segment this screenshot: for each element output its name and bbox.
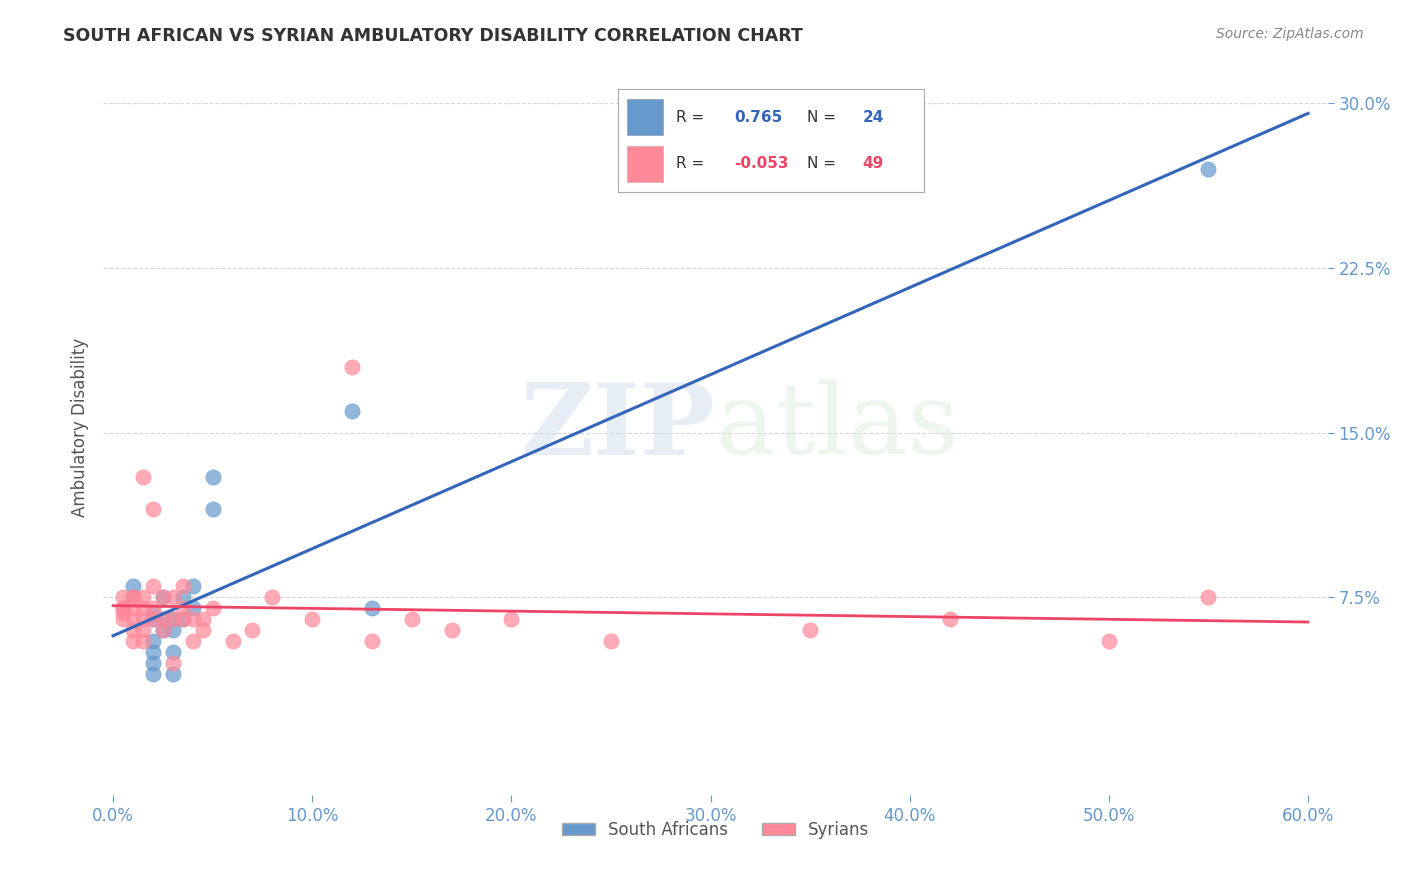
Point (112, 601, 135, 615)
Point (340, 359, 363, 374)
Point (1098, 634, 1121, 648)
Point (201, 469, 224, 483)
Point (162, 623, 184, 637)
Text: atlas: atlas (716, 379, 959, 475)
Point (142, 612, 165, 626)
Point (142, 667, 165, 681)
Point (301, 612, 323, 626)
Point (132, 634, 155, 648)
Point (122, 634, 145, 648)
Point (181, 612, 204, 626)
Point (162, 656, 184, 670)
Point (440, 623, 463, 637)
Point (142, 656, 165, 670)
Point (938, 612, 960, 626)
Point (152, 612, 174, 626)
Point (162, 591, 184, 605)
Y-axis label: Ambulatory Disability: Ambulatory Disability (72, 337, 89, 516)
Point (172, 601, 194, 615)
Legend: South Africans, Syrians: South Africans, Syrians (555, 814, 876, 846)
Point (122, 579, 145, 593)
Point (152, 591, 174, 605)
Point (191, 612, 214, 626)
Point (112, 612, 135, 626)
Point (600, 634, 623, 648)
Point (112, 601, 135, 615)
Point (152, 623, 174, 637)
Point (172, 612, 194, 626)
Point (172, 579, 194, 593)
Point (152, 591, 174, 605)
Point (401, 612, 423, 626)
Point (361, 634, 384, 648)
Point (162, 612, 184, 626)
Point (162, 645, 184, 659)
Point (142, 579, 165, 593)
Point (181, 634, 204, 648)
Point (262, 591, 284, 605)
Point (172, 591, 194, 605)
Point (132, 601, 155, 615)
Point (162, 667, 184, 681)
Text: SOUTH AFRICAN VS SYRIAN AMBULATORY DISABILITY CORRELATION CHART: SOUTH AFRICAN VS SYRIAN AMBULATORY DISAB… (63, 27, 803, 45)
Point (181, 579, 204, 593)
Point (501, 612, 523, 626)
Point (361, 601, 384, 615)
Point (122, 591, 145, 605)
Point (1198, 591, 1220, 605)
Point (221, 634, 243, 648)
Point (201, 502, 224, 516)
Point (142, 601, 165, 615)
Point (181, 601, 204, 615)
Point (191, 623, 214, 637)
Point (162, 612, 184, 626)
Point (132, 612, 155, 626)
Point (152, 623, 174, 637)
Point (122, 623, 145, 637)
Point (242, 623, 264, 637)
Point (122, 591, 145, 605)
Point (142, 612, 165, 626)
Point (142, 502, 165, 516)
Point (142, 606, 165, 620)
Point (112, 591, 135, 605)
Point (132, 591, 155, 605)
Point (132, 623, 155, 637)
Point (152, 612, 174, 626)
Text: ZIP: ZIP (520, 378, 716, 475)
Point (201, 601, 224, 615)
Point (112, 606, 135, 620)
Point (340, 403, 363, 417)
Point (122, 601, 145, 615)
Point (799, 623, 821, 637)
Point (122, 591, 145, 605)
Point (142, 634, 165, 648)
Text: Source: ZipAtlas.com: Source: ZipAtlas.com (1216, 27, 1364, 41)
Point (142, 645, 165, 659)
Point (122, 612, 145, 626)
Point (132, 469, 155, 483)
Point (172, 612, 194, 626)
Point (1198, 162, 1220, 177)
